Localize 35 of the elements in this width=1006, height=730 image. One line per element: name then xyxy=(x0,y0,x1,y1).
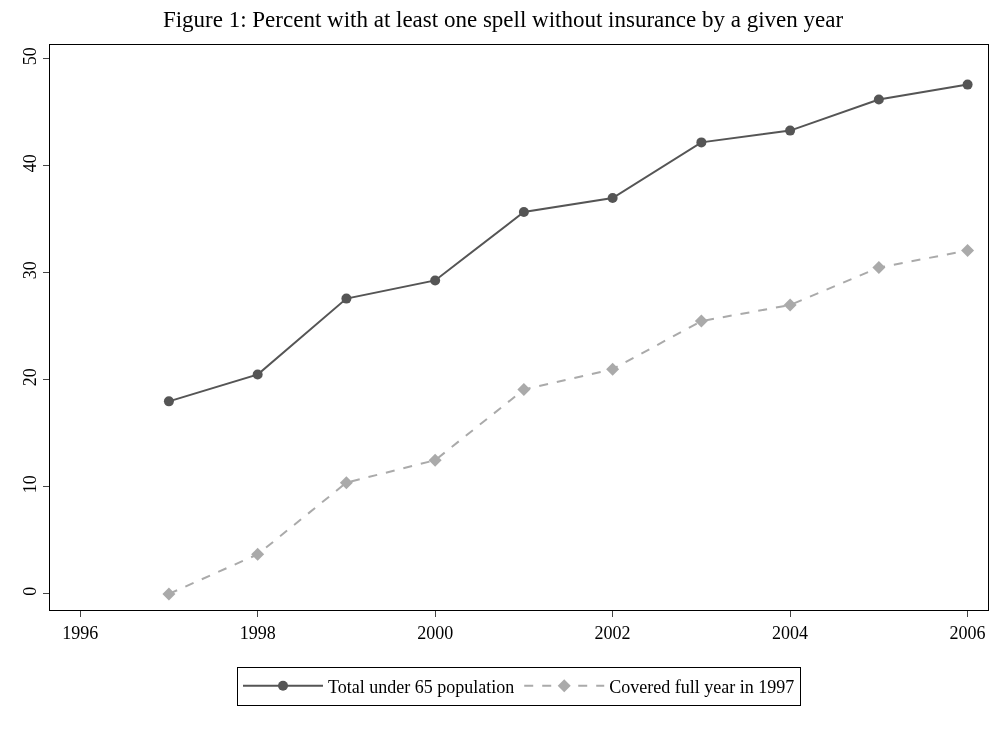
point xyxy=(252,369,263,380)
point xyxy=(517,383,531,397)
point xyxy=(518,206,529,217)
point xyxy=(430,275,441,286)
point xyxy=(783,298,797,312)
point xyxy=(163,396,174,407)
x-tick-label: 2002 xyxy=(594,622,631,643)
point xyxy=(606,362,620,376)
x-tick-label: 1996 xyxy=(62,622,99,643)
y-tick-label: 10 xyxy=(19,475,40,494)
point xyxy=(251,547,265,561)
y-tick-label: 50 xyxy=(19,47,40,66)
legend-label: Covered full year in 1997 xyxy=(609,676,795,697)
y-tick-label: 30 xyxy=(19,261,40,280)
point xyxy=(961,243,975,257)
point xyxy=(341,293,352,304)
point xyxy=(696,137,707,148)
x-tick-label: 2000 xyxy=(417,622,454,643)
x-tick-label: 1998 xyxy=(239,622,276,643)
point xyxy=(785,125,796,136)
point xyxy=(962,79,973,90)
point xyxy=(694,314,708,328)
point xyxy=(162,587,176,601)
point xyxy=(873,94,884,105)
x-tick-label: 2004 xyxy=(772,622,809,643)
legend-label: Total under 65 population xyxy=(328,676,515,697)
chart-title: Figure 1: Percent with at least one spell without insurance by a given year xyxy=(162,7,844,33)
point xyxy=(872,261,886,275)
y-tick-label: 0 xyxy=(19,586,40,596)
x-tick-label: 2006 xyxy=(949,622,986,643)
point xyxy=(607,193,618,204)
point xyxy=(339,476,353,490)
point xyxy=(428,453,442,467)
y-tick-label: 40 xyxy=(19,154,40,173)
y-tick-label: 20 xyxy=(19,368,40,387)
